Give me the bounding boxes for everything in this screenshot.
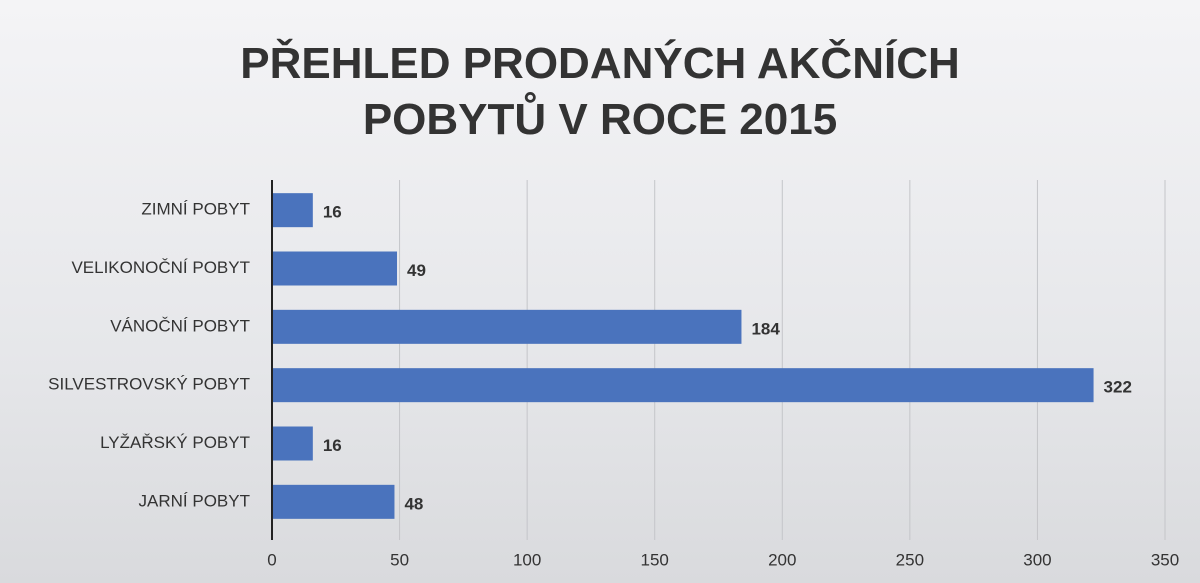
y-tick-label: LYŽAŘSKÝ POBYT — [100, 433, 250, 452]
bar — [272, 426, 313, 461]
bar — [272, 368, 1094, 403]
value-label: 322 — [1104, 378, 1132, 397]
chart-title: PŘEHLED PRODANÝCH AKČNÍCH POBYTŮ V ROCE … — [240, 39, 960, 144]
value-label: 16 — [323, 203, 342, 222]
value-label: 184 — [751, 319, 780, 338]
y-tick-label: VELIKONOČNÍ POBYT — [71, 258, 250, 277]
x-tick-label: 50 — [390, 550, 409, 569]
x-tick-label: 200 — [768, 550, 796, 569]
x-tick-label: 150 — [641, 550, 669, 569]
value-label: 49 — [407, 261, 426, 280]
x-tick-label: 300 — [1023, 550, 1051, 569]
x-tick-label: 100 — [513, 550, 541, 569]
x-tick-label: 250 — [896, 550, 924, 569]
bar — [272, 193, 313, 228]
value-label: 48 — [404, 494, 423, 513]
x-tick-label: 0 — [267, 550, 276, 569]
y-tick-label: ZIMNÍ POBYT — [141, 200, 250, 219]
bar — [272, 484, 395, 519]
x-tick-label: 350 — [1151, 550, 1179, 569]
y-tick-label: VÁNOČNÍ POBYT — [110, 316, 250, 335]
bar — [272, 251, 398, 286]
y-tick-label: SILVESTROVSKÝ POBYT — [48, 375, 250, 394]
y-tick-label: JARNÍ POBYT — [139, 491, 250, 510]
bar — [272, 309, 742, 344]
value-label: 16 — [323, 436, 342, 455]
